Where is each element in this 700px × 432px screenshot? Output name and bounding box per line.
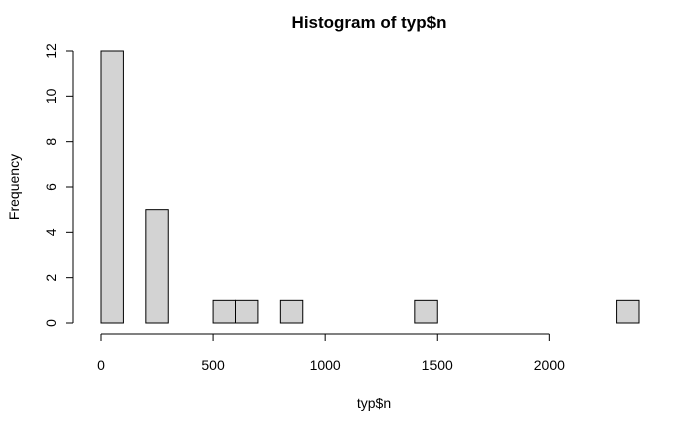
x-tick-label: 1000 xyxy=(310,357,341,373)
y-tick-label: 10 xyxy=(43,88,59,104)
y-axis: 0 2 4 6 8 10 12 xyxy=(43,43,74,327)
y-tick-label: 4 xyxy=(43,228,59,236)
y-tick-label: 0 xyxy=(43,319,59,327)
histogram-bar xyxy=(212,299,236,324)
histogram-bar xyxy=(100,50,124,324)
x-tick-label: 0 xyxy=(97,357,105,373)
x-tick-label: 1500 xyxy=(422,357,453,373)
x-axis: 0 500 1000 1500 2000 xyxy=(97,333,565,373)
histogram-bar xyxy=(279,299,304,324)
y-tick-label: 8 xyxy=(43,138,59,146)
histogram-bar xyxy=(616,299,640,324)
histogram-bar xyxy=(235,299,259,324)
x-tick-label: 2000 xyxy=(534,357,565,373)
y-tick-label: 12 xyxy=(43,43,59,59)
x-tick-label: 500 xyxy=(201,357,225,373)
x-axis-label: typ$n xyxy=(357,395,391,411)
y-tick-label: 2 xyxy=(43,274,59,282)
histogram-bar xyxy=(414,299,438,324)
y-axis-label: Frequency xyxy=(6,154,22,220)
chart-title: Histogram of typ$n xyxy=(292,13,447,32)
y-tick-label: 6 xyxy=(43,183,59,191)
histogram-bar xyxy=(145,209,169,324)
bars-group xyxy=(100,50,640,324)
